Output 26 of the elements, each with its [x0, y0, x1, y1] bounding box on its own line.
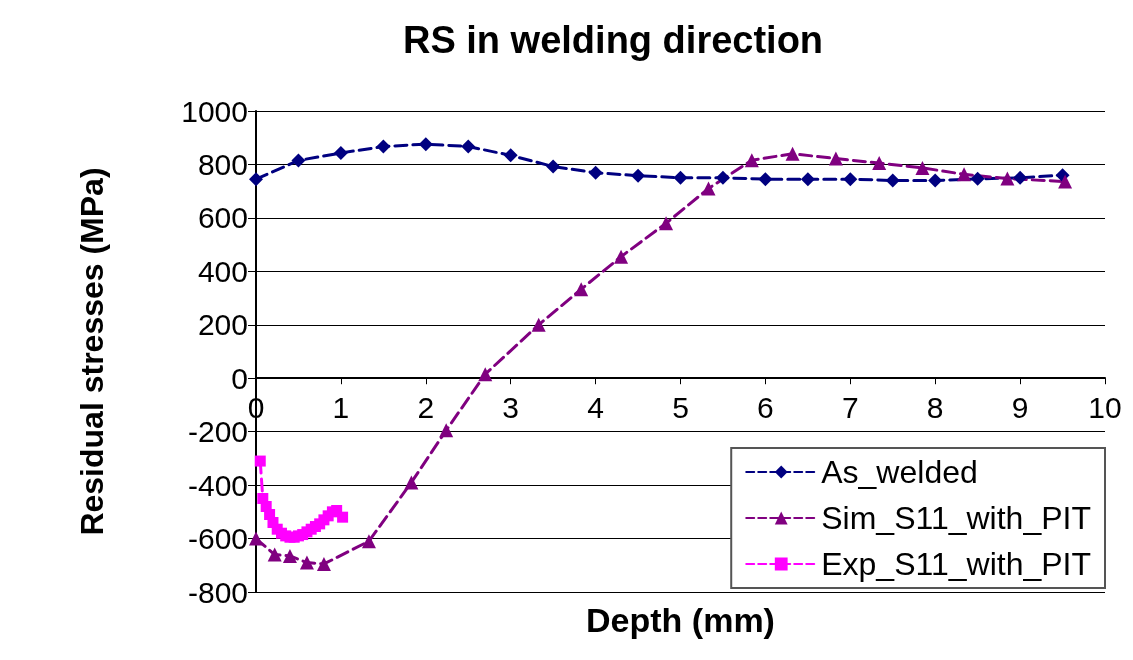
x-tick-label: 6 — [757, 390, 774, 424]
x-tick-label: 10 — [1088, 390, 1122, 424]
y-tick-label: -400 — [187, 468, 248, 502]
x-tick-label: 5 — [672, 390, 689, 424]
x-tick-label: 4 — [587, 390, 604, 424]
x-tick-label: 9 — [1011, 390, 1029, 424]
y-axis-title: Residual stresses (MPa) — [74, 167, 110, 536]
y-tick-label: 0 — [231, 361, 248, 395]
x-axis-title: Depth (mm) — [586, 601, 775, 639]
x-tick-label: 3 — [502, 390, 520, 424]
y-tick-label: 600 — [197, 201, 248, 235]
legend-label: Exp_S11_with_PIT — [821, 546, 1091, 582]
y-tick-label: -800 — [187, 575, 248, 609]
chart-title: RS in welding direction — [402, 19, 824, 61]
y-tick-label: 1000 — [181, 94, 248, 128]
y-tick-label: 400 — [197, 254, 248, 288]
x-tick-label: 7 — [841, 390, 859, 424]
y-tick-label: -600 — [187, 522, 248, 556]
y-tick-label: 800 — [197, 147, 248, 181]
legend-label: Sim_S11_with_PIT — [821, 500, 1091, 536]
x-tick-label: 1 — [332, 390, 350, 424]
y-tick-label: 200 — [197, 308, 248, 342]
x-tick-label: 2 — [417, 390, 435, 424]
y-tick-label: -200 — [187, 415, 248, 449]
x-tick-label: 8 — [926, 390, 944, 424]
legend-label: As_welded — [821, 454, 978, 490]
